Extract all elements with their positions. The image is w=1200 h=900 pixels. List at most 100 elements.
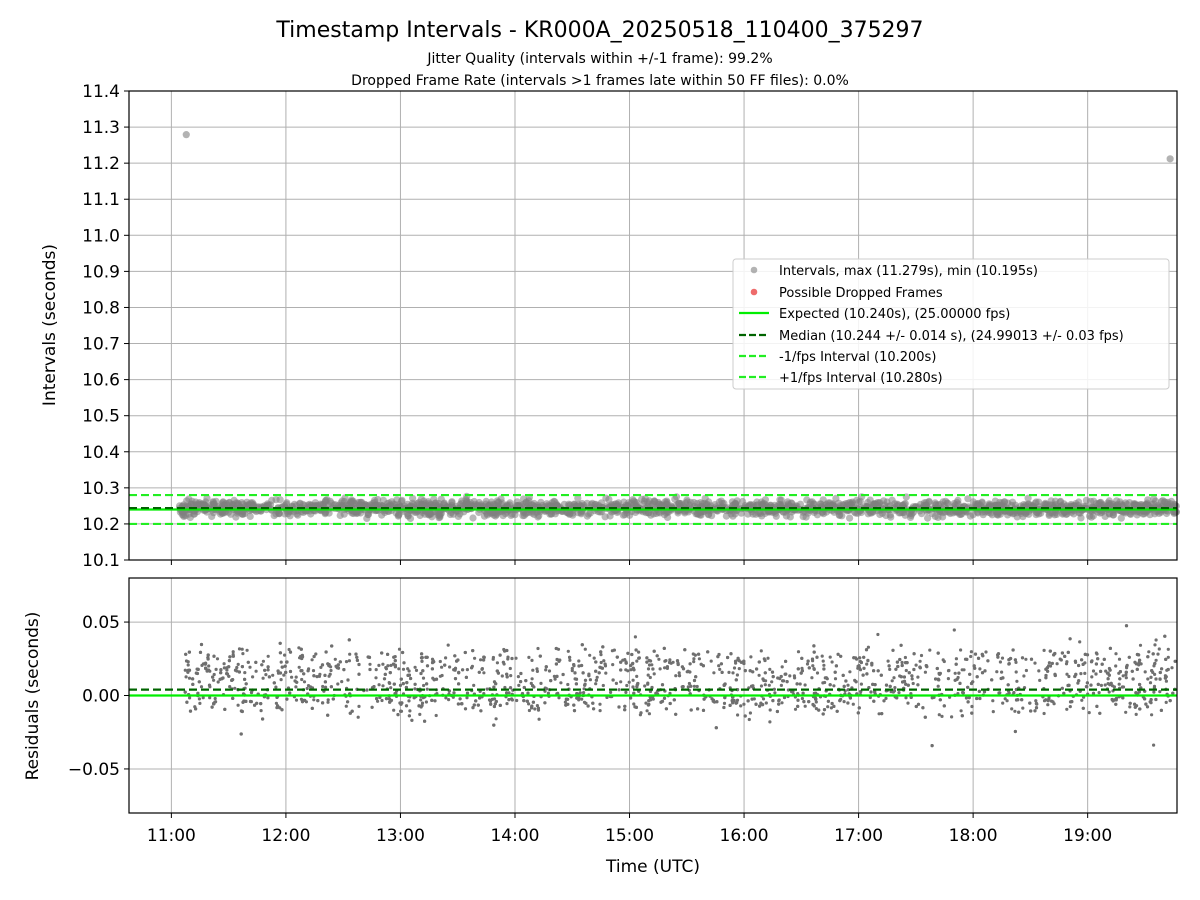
residual-point [423, 719, 427, 723]
residual-point [1081, 662, 1085, 667]
residual-point [630, 662, 635, 666]
residual-point [503, 685, 507, 690]
residual-point [225, 668, 229, 672]
interval-point [1105, 497, 1113, 505]
residual-point [914, 663, 918, 667]
residual-point [474, 699, 478, 703]
residual-point [610, 649, 615, 653]
time-tick-label: 19:00 [1063, 826, 1112, 846]
interval-point [964, 495, 972, 503]
residual-point [401, 650, 405, 655]
residual-point [736, 656, 740, 660]
residual-point [626, 651, 630, 655]
residual-point [386, 664, 390, 668]
residual-point [743, 669, 747, 673]
residual-point [188, 696, 192, 700]
residual-point [807, 666, 811, 670]
residual-point [632, 691, 636, 695]
interval-point [219, 498, 227, 506]
interval-point [1045, 511, 1053, 519]
residual-point [903, 655, 908, 660]
residual-point [645, 660, 649, 664]
residual-point [575, 696, 579, 700]
residual-point [1062, 691, 1066, 695]
residual-point [946, 677, 951, 681]
residual-point [592, 707, 596, 711]
residual-point [775, 709, 780, 714]
residual-point [829, 706, 834, 710]
residual-point [646, 682, 650, 686]
residuals-y-label: Residuals (seconds) [23, 612, 43, 781]
residual-point [664, 659, 668, 663]
residual-point [1048, 649, 1052, 653]
residual-point [283, 664, 287, 668]
residual-point [625, 683, 629, 688]
interval-point [883, 498, 891, 506]
residual-point [603, 662, 607, 666]
interval-point [1123, 500, 1131, 508]
residual-point [516, 675, 521, 679]
residual-point [1068, 705, 1072, 709]
residual-point [588, 678, 593, 682]
residual-point [271, 673, 275, 677]
residual-point [397, 667, 401, 671]
residual-point [536, 646, 540, 651]
residual-point [1079, 672, 1083, 676]
residual-point [658, 667, 662, 671]
residual-point [719, 662, 724, 666]
residual-point [1095, 652, 1099, 656]
residual-point [694, 675, 698, 679]
interval-point [574, 494, 582, 502]
residual-point [652, 649, 656, 653]
residual-point [452, 668, 456, 672]
interval-point [1139, 510, 1147, 518]
residual-point [221, 676, 225, 680]
residual-point [592, 656, 596, 660]
residual-point [865, 672, 869, 676]
residual-point [984, 650, 988, 654]
residual-point [377, 683, 381, 687]
residual-point [812, 667, 816, 671]
residual-point [580, 697, 584, 701]
residual-point [255, 701, 259, 705]
residual-point [662, 646, 666, 651]
residual-point [254, 669, 258, 673]
residual-point [996, 652, 1001, 656]
interval-point [729, 512, 737, 520]
residual-point [538, 654, 542, 658]
residual-point [355, 655, 359, 659]
residual-point [1152, 690, 1156, 694]
residual-point [1145, 705, 1150, 709]
residual-point [852, 656, 856, 660]
residual-point [701, 708, 706, 713]
residual-point [559, 681, 563, 685]
interval-point [854, 509, 862, 517]
residual-point [244, 682, 248, 686]
residual-point [598, 702, 602, 706]
residual-point [387, 697, 391, 701]
legend-label-intervals: Intervals, max (11.279s), min (10.195s) [779, 264, 1038, 279]
residuals-y-ticks: 0.05 0.00 −0.05 [68, 613, 129, 780]
residual-point [1078, 640, 1082, 644]
residual-point [1098, 711, 1102, 715]
residual-point [544, 665, 548, 669]
residual-point [677, 674, 682, 678]
residual-point [697, 652, 701, 656]
residual-point [543, 701, 547, 705]
residual-point [910, 677, 914, 681]
residual-point [876, 669, 880, 673]
residual-point [473, 656, 477, 660]
residual-point [895, 660, 900, 664]
interval-point [846, 514, 854, 522]
residual-point [381, 684, 385, 688]
intervals-tick-label: 10.2 [82, 515, 120, 535]
intervals-tick-label: 10.7 [82, 335, 120, 355]
residual-point [1147, 650, 1151, 654]
residual-point [1001, 701, 1005, 705]
residual-point [791, 690, 795, 694]
residual-point [1105, 671, 1109, 675]
residual-point [1052, 653, 1056, 657]
residual-point [672, 698, 676, 702]
residual-point [634, 705, 639, 710]
residual-point [602, 659, 606, 663]
